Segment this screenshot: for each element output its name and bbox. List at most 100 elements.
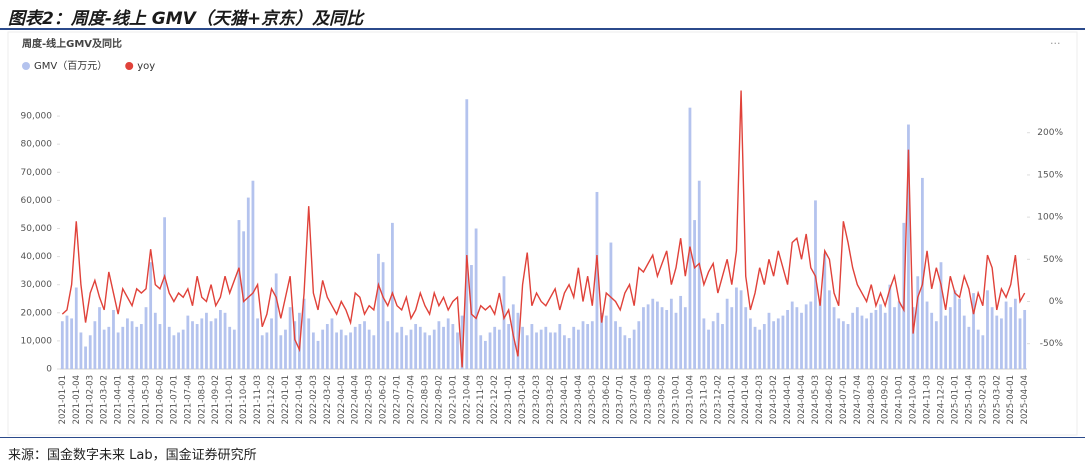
- x-tick-label: 2024-02-03: [755, 375, 765, 424]
- x-tick-label: 2023-12-02: [713, 375, 723, 424]
- x-tick-label: 2023-11-03: [699, 375, 709, 424]
- bar: [79, 332, 83, 369]
- x-tick-label: 2021-07-01: [169, 375, 179, 424]
- x-tick-label: 2022-10-04: [462, 375, 472, 424]
- x-tick-label: 2024-01-04: [741, 375, 751, 424]
- x-tick-label: 2023-05-03: [588, 375, 598, 424]
- bar: [986, 290, 989, 369]
- bar: [251, 180, 255, 369]
- bar: [869, 312, 873, 369]
- bar: [916, 276, 920, 369]
- x-tick-label: 2021-01-04: [72, 375, 82, 424]
- bar: [177, 332, 180, 369]
- bar: [525, 335, 529, 369]
- bar: [823, 253, 827, 369]
- bar: [391, 222, 394, 369]
- bar: [60, 321, 64, 369]
- bar: [758, 329, 762, 369]
- x-tick-label: 2022-05-03: [365, 375, 375, 424]
- bar: [553, 332, 557, 369]
- bar: [135, 326, 139, 369]
- x-tick-label: 2024-08-03: [867, 375, 877, 424]
- bar: [121, 326, 125, 369]
- x-tick-label: 2024-11-03: [923, 375, 933, 424]
- bar: [735, 287, 738, 369]
- bar: [539, 329, 543, 369]
- x-tick-label: 2022-04-01: [337, 375, 347, 424]
- bar: [349, 332, 352, 369]
- bar: [381, 262, 385, 369]
- bar: [632, 329, 636, 369]
- bar: [144, 307, 148, 369]
- x-tick-label: 2023-03-02: [546, 375, 556, 424]
- x-tick-label: 2024-09-02: [881, 375, 891, 424]
- bar: [214, 318, 218, 369]
- bar: [70, 318, 74, 369]
- bar: [139, 324, 143, 369]
- legend-swatch: [125, 62, 134, 70]
- bar: [497, 329, 501, 369]
- bar: [549, 332, 552, 369]
- x-tick-label: 2024-07-04: [853, 375, 863, 424]
- y2-tick-label: -50%: [1040, 339, 1064, 349]
- x-tick-label: 2024-06-02: [825, 375, 835, 424]
- bar: [762, 324, 766, 369]
- y-tick-label: 0: [46, 365, 52, 375]
- bar: [614, 321, 617, 369]
- x-tick-label: 2024-04-04: [797, 375, 807, 424]
- bar: [707, 329, 710, 369]
- bar: [1023, 309, 1027, 369]
- bar: [367, 329, 371, 369]
- bar: [958, 298, 961, 369]
- x-tick-label: 2022-07-04: [407, 375, 417, 424]
- bar: [818, 298, 822, 369]
- bar: [302, 298, 306, 369]
- bar: [93, 321, 97, 369]
- bar: [841, 321, 845, 369]
- y-tick-label: 20,000: [21, 308, 53, 318]
- bar: [976, 329, 980, 369]
- bar: [507, 324, 511, 369]
- x-tick-label: 2025-01-01: [950, 375, 960, 424]
- bar: [697, 180, 701, 369]
- bar: [353, 326, 357, 369]
- bar: [372, 335, 376, 369]
- bar: [558, 324, 562, 369]
- bar: [232, 329, 236, 369]
- bar: [739, 290, 743, 369]
- bar: [721, 324, 724, 369]
- x-tick-label: 2024-03-02: [769, 375, 779, 424]
- bar: [237, 220, 241, 369]
- bar: [790, 301, 794, 369]
- bar: [530, 324, 534, 369]
- x-tick-label: 2021-09-02: [211, 375, 221, 424]
- bar: [414, 324, 418, 369]
- y-tick-label: 90,000: [21, 112, 53, 122]
- bar: [981, 335, 985, 369]
- x-tick-label: 2023-10-01: [671, 375, 681, 424]
- y-tick-label: 60,000: [21, 196, 53, 206]
- bar: [442, 326, 445, 369]
- bar: [274, 273, 278, 369]
- bar: [967, 326, 971, 369]
- bar: [800, 312, 803, 369]
- bar: [618, 326, 622, 369]
- bar: [860, 315, 864, 369]
- menu[interactable]: ···: [1050, 37, 1061, 50]
- legend-label: yoy: [137, 61, 155, 72]
- bar: [488, 332, 492, 369]
- bar: [786, 309, 789, 369]
- bar: [344, 335, 348, 369]
- bar: [377, 253, 380, 369]
- x-tick-label: 2025-01-04: [964, 375, 974, 424]
- bar: [483, 340, 487, 369]
- bar: [493, 326, 497, 369]
- bar: [126, 318, 129, 369]
- bar: [218, 309, 222, 369]
- bar: [181, 329, 185, 369]
- bar: [921, 177, 924, 369]
- bar: [897, 301, 901, 369]
- bar: [767, 312, 771, 369]
- bar: [730, 307, 734, 369]
- bar: [191, 321, 194, 369]
